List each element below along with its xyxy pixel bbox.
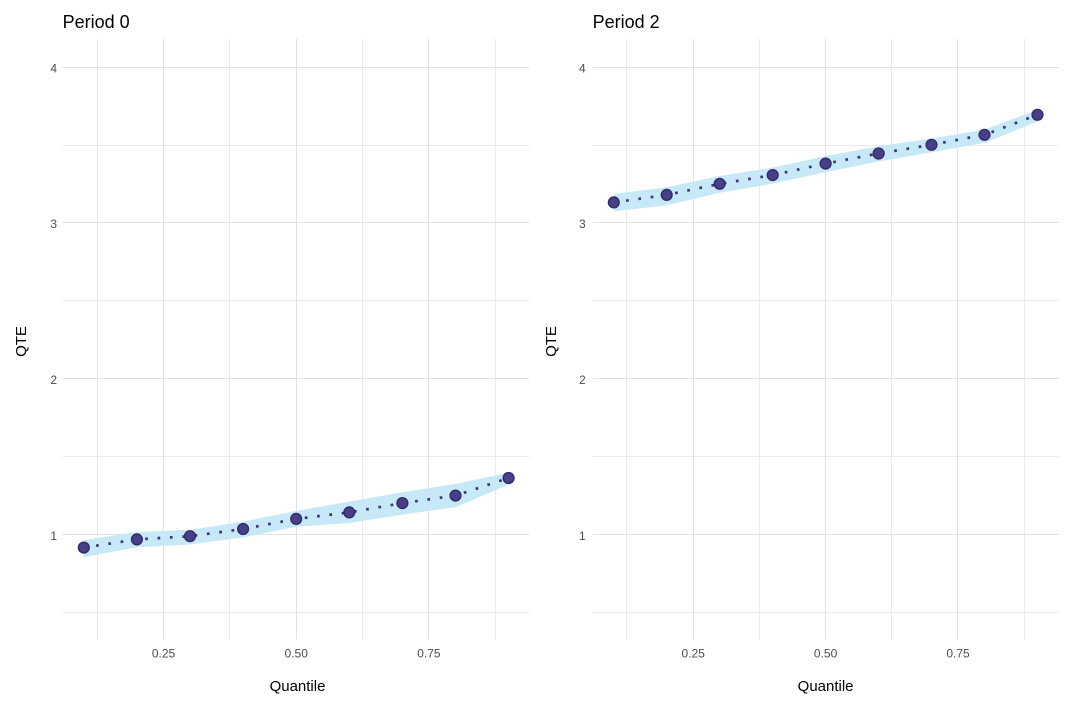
svg-text:QTE: QTE [543, 326, 560, 357]
svg-text:0.75: 0.75 [946, 647, 970, 661]
svg-text:4: 4 [50, 61, 57, 75]
svg-text:3: 3 [579, 217, 586, 231]
svg-text:Quantile: Quantile [270, 678, 326, 695]
svg-text:0.75: 0.75 [417, 647, 441, 661]
svg-text:QTE: QTE [13, 326, 30, 357]
svg-text:Quantile: Quantile [798, 678, 854, 695]
svg-text:3: 3 [50, 217, 57, 231]
svg-text:1: 1 [50, 529, 57, 543]
svg-text:1: 1 [579, 529, 586, 543]
svg-text:4: 4 [579, 61, 586, 75]
svg-text:Period 0: Period 0 [63, 12, 130, 32]
svg-text:Period 2: Period 2 [593, 12, 660, 32]
svg-text:0.50: 0.50 [285, 647, 309, 661]
svg-text:0.25: 0.25 [682, 647, 706, 661]
svg-text:0.50: 0.50 [814, 647, 838, 661]
svg-text:2: 2 [579, 373, 586, 387]
svg-text:2: 2 [50, 373, 57, 387]
svg-text:0.25: 0.25 [152, 647, 176, 661]
